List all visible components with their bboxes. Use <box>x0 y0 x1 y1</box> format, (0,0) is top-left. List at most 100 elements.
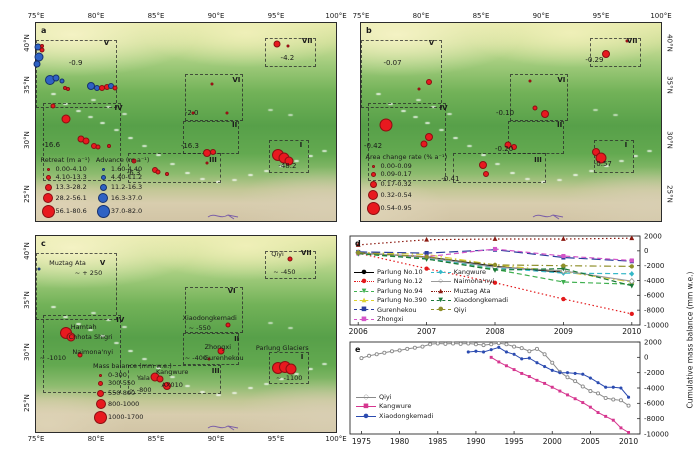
chart-legend-label: Xiaodongkemadi <box>453 296 509 305</box>
place-label: ~ -550 <box>188 324 211 333</box>
map-legend-symbol <box>93 410 108 424</box>
map-legend-symbol <box>93 389 108 397</box>
y-tick-label: -10000 <box>644 321 669 329</box>
glacier-speckles <box>36 23 41 25</box>
region-value: -0.29 <box>585 56 604 65</box>
chart-e-plot: 1975 1980 1985 1990 1995 2000 2005 2010 2000 0 -20… <box>349 338 669 446</box>
map-legend-label: 4.10-13.3 <box>55 173 87 182</box>
legend-dot <box>44 183 52 191</box>
y-axis-title: Cumulative mass balance (mm w.e.) <box>685 271 695 409</box>
glacier-speckles <box>361 23 366 25</box>
region-box-VI <box>185 286 243 333</box>
map-panel-a: a V -0.9 IV -16.6 VI -2.0 II -16.3 III -6.3 I -48.2… <box>23 12 347 222</box>
retreat-marker <box>61 114 71 124</box>
region-box-VI <box>510 74 568 121</box>
chart-legend-item: ◇ Naimona'nyi <box>430 277 508 286</box>
retreat-marker <box>112 85 118 91</box>
legend-marker-glyph: ◆ <box>438 268 444 276</box>
y-tick-label: -10000 <box>644 430 669 438</box>
map-legend-label: 13.3-28.2 <box>55 182 87 191</box>
series-kangwure <box>489 355 631 434</box>
retreat-marker <box>205 161 209 165</box>
retreat-marker <box>417 87 421 91</box>
legend-dot <box>371 164 375 168</box>
advance-marker <box>33 60 41 68</box>
map-legend-item: 13.3-28.2 <box>41 182 90 192</box>
chart-d-legend: ● Parlung No.10 ● Parlung No.12 ▼ Parlung No.… <box>354 268 508 325</box>
map-legend-item: 4.40-11.2 <box>96 173 150 182</box>
retreat-marker <box>82 137 90 145</box>
map-panel-c: c V IV VI II III I VII Muztag Ata ~ + 250 Qiyi ~ -… <box>23 235 347 443</box>
region-value: -6.3 <box>126 168 141 177</box>
map-legend-label: 4.40-11.2 <box>110 173 143 182</box>
glacier-speckles <box>36 236 41 238</box>
place-label: ~ -1010 <box>39 353 66 362</box>
retreat-marker <box>528 79 532 83</box>
lat-tick-label: 25°N <box>666 185 674 204</box>
legend-line <box>430 290 451 292</box>
chart-legend-item: ▼ Xiaodongkemadi <box>430 296 509 305</box>
map-legend-symbol <box>96 204 111 218</box>
x-tick-label: 1985 <box>428 437 447 446</box>
lon-tick-label: 75°E <box>352 12 370 20</box>
region-numeral: II <box>234 334 240 343</box>
river-icon <box>207 425 239 431</box>
legend-marker-glyph: ■ <box>363 402 369 410</box>
map-legend-symbol <box>41 204 56 218</box>
place-label: ~ -1100 <box>275 373 303 382</box>
legend-line <box>354 309 374 311</box>
region-numeral: I <box>300 352 304 361</box>
map-terrain <box>36 236 336 432</box>
lon-tick-label: 85°E <box>147 435 165 443</box>
map-legend-symbol <box>96 183 111 191</box>
chart-legend-column: ○ Qiyi ■ Kangwure ● Xiaodongkemadi <box>356 393 433 421</box>
region-value: -0.42 <box>363 141 383 150</box>
map-legend-item: 37.0-82.0 <box>96 204 150 218</box>
retreat-marker <box>62 86 67 91</box>
place-label: ~ -400 <box>184 353 208 362</box>
map-legend-label: 0.54-0.95 <box>380 203 412 212</box>
map-legend-label: 800-1000 <box>108 399 140 408</box>
chart-legend-swatch: ○ <box>356 393 376 402</box>
region-box-III <box>127 153 222 183</box>
region-box-I <box>594 139 634 173</box>
legend-dot <box>95 399 106 410</box>
region-numeral: III <box>211 366 220 375</box>
x-tick-label: 2000 <box>543 437 562 446</box>
legend-line <box>354 299 374 301</box>
legend-dot <box>98 193 109 204</box>
region-numeral: VII <box>626 36 638 45</box>
region-box-IV <box>367 102 446 182</box>
retreat-marker <box>66 87 71 92</box>
legend-dot <box>369 180 377 188</box>
map-legend-symbol <box>96 175 111 181</box>
chart-legend-label: Muztag Ata <box>453 286 491 295</box>
chart-legend-item: ● Parlung No.10 <box>354 268 427 277</box>
region-box-V <box>361 40 442 108</box>
chart-legend-swatch: ● <box>356 412 376 421</box>
map-legend-label: 16.3-37.0 <box>110 193 143 202</box>
lat-tick-label: 25°N <box>23 185 31 204</box>
map-legend-item: 56.1-80.6 <box>41 204 90 218</box>
legend-dot <box>99 373 102 377</box>
place-label: Yala <box>136 373 150 382</box>
chart-legend-label: Gurenhekou <box>377 305 417 314</box>
legend-marker-glyph: ■ <box>361 306 367 314</box>
advance-marker <box>59 78 64 84</box>
retreat-marker <box>210 82 214 86</box>
x-tick-label: 2010 <box>622 327 641 336</box>
chart-legend-item: ▼ Parlung No.94 <box>354 287 427 296</box>
legend-marker-glyph: ● <box>438 306 444 314</box>
series-xiaodongkemadi <box>466 345 631 399</box>
lon-tick-label: 75°E <box>27 12 45 20</box>
retreat-marker <box>225 322 231 328</box>
retreat-marker <box>420 140 428 148</box>
lat-tick-label: 35°N <box>23 291 31 310</box>
map-legend-item: 4.10-13.3 <box>41 173 90 182</box>
map-legend-symbol <box>93 381 108 387</box>
region-box-V <box>36 40 117 108</box>
chart-legend-label: Kangwure <box>379 402 412 411</box>
map-legend-column: Retreat (m a⁻¹) 0.00-4.10 4.10-13.3 13.3-28… <box>41 157 90 219</box>
series-muztag-ata <box>355 235 635 247</box>
